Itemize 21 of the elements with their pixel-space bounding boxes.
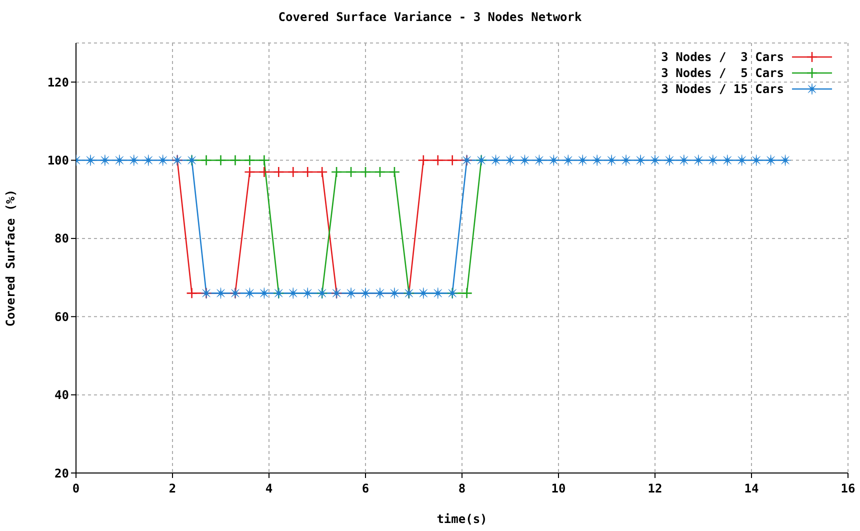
y-axis-title: Covered Surface (%): [3, 189, 18, 327]
x-axis-title: time(s): [436, 512, 488, 526]
legend-label: 3 Nodes / 5 Cars: [661, 66, 784, 80]
x-tick-label: 10: [551, 482, 566, 496]
x-tick-label: 6: [362, 482, 370, 496]
y-tick-label: 60: [54, 310, 69, 324]
y-tick-label: 20: [54, 466, 69, 480]
x-tick-label: 8: [458, 482, 466, 496]
y-tick-label: 80: [54, 232, 69, 246]
x-tick-label: 0: [72, 482, 80, 496]
legend-label: 3 Nodes / 3 Cars: [661, 50, 784, 64]
x-tick-label: 12: [648, 482, 662, 496]
y-tick-label: 120: [47, 75, 69, 90]
x-tick-label: 4: [265, 482, 273, 496]
x-tick-label: 2: [168, 482, 176, 496]
y-tick-label: 40: [54, 388, 69, 402]
y-tick-label: 100: [47, 154, 69, 168]
chart-title: Covered Surface Variance - 3 Nodes Network: [277, 10, 583, 24]
x-tick-label: 14: [744, 482, 759, 496]
x-tick-label: 16: [840, 482, 856, 496]
legend-label: 3 Nodes / 15 Cars: [661, 82, 784, 96]
